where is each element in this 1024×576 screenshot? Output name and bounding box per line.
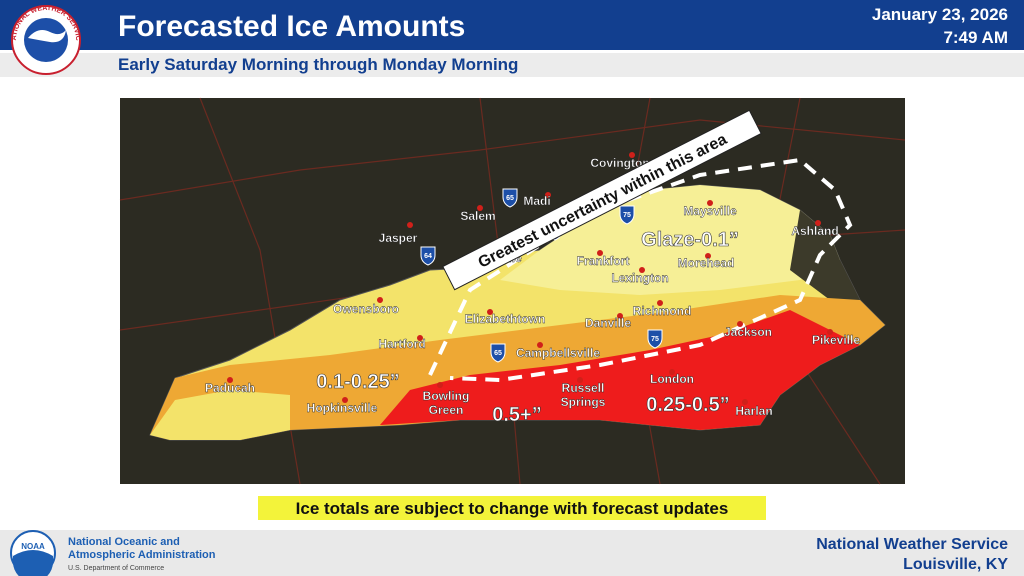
city-label: Frankfort — [577, 254, 630, 268]
interstate-number: 65 — [506, 195, 514, 202]
ice-amount-label: 0.5+” — [492, 404, 541, 426]
subtitle: Early Saturday Morning through Monday Mo… — [118, 55, 518, 74]
disclaimer: Ice totals are subject to change with fo… — [296, 499, 729, 518]
city-label: Richmond — [633, 304, 692, 318]
office-line: Louisville, KY — [903, 556, 1008, 573]
city-dot — [342, 397, 348, 403]
city-dot — [705, 253, 711, 259]
city-label: Danville — [585, 316, 631, 330]
interstate-number: 75 — [623, 212, 631, 219]
city-label: Green — [429, 403, 464, 417]
city-label: Springs — [561, 395, 606, 409]
city-label: Ashland — [791, 224, 838, 238]
city-label: Maysville — [683, 204, 737, 218]
interstate-shield — [502, 188, 518, 208]
ice-amount-label: 0.1-0.25” — [316, 371, 399, 393]
ice-amount-label: Glaze-0.1” — [641, 229, 739, 251]
city-dot — [487, 309, 493, 315]
interstate-shield — [490, 343, 506, 363]
city-label: Elizabethtown — [465, 312, 546, 326]
city-dot — [537, 342, 543, 348]
city-label: Owensboro — [333, 302, 399, 316]
header-bar — [0, 0, 1024, 50]
org-line: National Oceanic and — [68, 536, 180, 548]
office-line: National Weather Service — [816, 536, 1008, 553]
title: Forecasted Ice Amounts — [118, 10, 465, 43]
city-dot — [669, 369, 675, 375]
interstate-number: 65 — [494, 350, 502, 357]
city-dot — [827, 329, 833, 335]
interstate-shield — [420, 246, 436, 266]
city-dot — [477, 205, 483, 211]
city-label: Paducah — [205, 381, 255, 395]
city-dot — [629, 152, 635, 158]
city-dot — [657, 300, 663, 306]
city-dot — [545, 192, 551, 198]
city-label: London — [650, 372, 694, 386]
interstate-shield — [619, 205, 635, 225]
city-dot — [227, 377, 233, 383]
header-rule — [0, 50, 1024, 53]
city-label: Pikeville — [812, 333, 860, 347]
city-dot — [407, 222, 413, 228]
city-label: Madi — [523, 194, 550, 208]
city-label: Harlan — [735, 404, 772, 418]
city-label: Russell — [562, 381, 605, 395]
city-label: Lexington — [611, 271, 668, 285]
interstate-shield — [647, 329, 663, 349]
city-dot — [707, 200, 713, 206]
noaa-logo-text: NOAA — [21, 542, 45, 551]
interstate-number: 64 — [424, 253, 432, 260]
interstate-number: 75 — [651, 336, 659, 343]
date: January 23, 2026 — [872, 5, 1008, 24]
city-dot — [737, 321, 743, 327]
city-dot — [639, 267, 645, 273]
city-dot — [597, 250, 603, 256]
city-dot — [617, 313, 623, 319]
city-dot — [815, 220, 821, 226]
noaa-logo: NOAA — [10, 530, 56, 576]
city-label: Salem — [460, 209, 495, 223]
city-dot — [417, 335, 423, 341]
city-dot — [742, 399, 748, 405]
city-dot — [577, 377, 583, 383]
subtitle-bar — [0, 53, 1024, 77]
city-label: Covington — [590, 156, 649, 170]
city-dot — [377, 297, 383, 303]
city-label: Jackson — [724, 325, 772, 339]
city-label: Bowling — [423, 389, 470, 403]
uncertainty-box — [442, 109, 762, 291]
footer-bar — [0, 530, 1024, 576]
org-line: Atmospheric Administration — [68, 549, 216, 561]
ice-shading — [149, 184, 886, 441]
ice-amount-label: 0.25-0.5” — [646, 394, 729, 416]
city-dot — [437, 382, 443, 388]
city-label: Jasper — [379, 231, 418, 245]
time: 7:49 AM — [943, 28, 1008, 47]
city-label: Campbellsville — [516, 346, 600, 360]
city-label: Morehead — [678, 256, 735, 270]
city-label: Hopkinsville — [307, 401, 378, 415]
disclaimer-highlight — [258, 496, 766, 520]
org-line: U.S. Department of Commerce — [68, 565, 164, 572]
city-label: Hartford — [378, 337, 425, 351]
